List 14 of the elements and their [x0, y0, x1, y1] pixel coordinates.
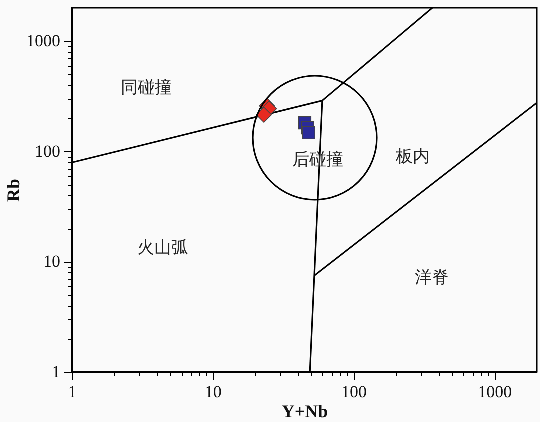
y-tick-label: 1000 [26, 32, 60, 51]
x-tick-label: 1 [68, 382, 77, 402]
x-tick-label: 1000 [478, 382, 512, 402]
x-axis-title: Y+Nb [282, 402, 328, 422]
y-tick-label: 10 [44, 252, 60, 272]
y-tick-label: 100 [35, 142, 60, 161]
annotation: 同碰撞 [120, 78, 172, 98]
x-tick-label: 100 [341, 382, 367, 402]
annotation: 洋脊 [414, 268, 449, 288]
annotation: 火山弧 [138, 238, 189, 258]
y-tick-label: 1 [52, 362, 60, 382]
annotation: 板内 [394, 146, 430, 167]
y-axis-title: Rb [4, 178, 24, 202]
x-tick-label: 10 [204, 382, 222, 402]
